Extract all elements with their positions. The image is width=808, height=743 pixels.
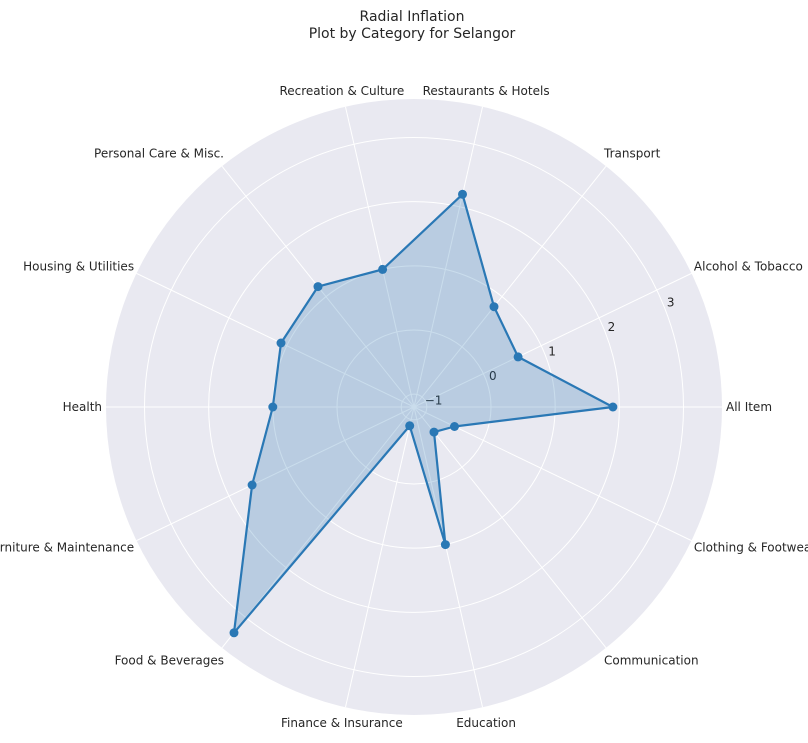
chart-title-line-2: Plot by Category for Selangor <box>309 26 516 42</box>
spoke-line <box>136 406 415 542</box>
spoke-line <box>413 165 607 408</box>
category-label: Communication <box>604 653 699 667</box>
spoke-line <box>413 406 692 542</box>
category-label: Housing & Utilities <box>23 259 134 273</box>
series-area <box>234 194 613 633</box>
category-label: Transport <box>603 147 661 161</box>
category-label: Recreation & Culture <box>279 84 404 98</box>
data-point <box>608 402 618 412</box>
radial-tick-label: −1 <box>425 394 443 408</box>
data-point <box>458 189 467 199</box>
data-point <box>276 338 286 348</box>
data-point <box>378 264 388 274</box>
radial-tick-label: 0 <box>489 369 497 383</box>
plot-area: −1 0 1 2 3 All Item Alcohol & Tobacco Transport… <box>0 84 808 730</box>
spoke-line <box>413 272 692 408</box>
data-point <box>489 302 499 312</box>
data-point <box>247 480 257 490</box>
category-label: All Item <box>726 400 772 414</box>
category-label: Furniture & Maintenance <box>0 541 134 555</box>
category-label: Food & Beverages <box>115 653 224 667</box>
radial-tick-label: 3 <box>667 295 675 309</box>
data-point <box>405 421 415 431</box>
category-label: Personal Care & Misc. <box>94 147 224 161</box>
data-point <box>440 540 450 550</box>
spoke-line <box>413 406 484 708</box>
data-point <box>229 628 239 638</box>
data-point <box>450 422 459 431</box>
category-label: Clothing & Footwear <box>694 541 808 555</box>
chart-title-line-1: Radial Inflation <box>360 9 465 25</box>
spoke-line <box>413 406 607 649</box>
data-point <box>268 402 278 412</box>
spoke-line <box>344 106 415 408</box>
data-point <box>429 427 439 437</box>
radial-tick-label: 1 <box>548 344 556 358</box>
data-point <box>313 282 323 292</box>
spoke-line <box>413 106 484 408</box>
category-label: Finance & Insurance <box>281 716 403 730</box>
category-label: Alcohol & Tobacco <box>694 259 803 273</box>
category-label: Education <box>456 716 516 730</box>
spoke-line <box>344 406 415 708</box>
category-label: Health <box>63 400 102 414</box>
spoke-line <box>136 272 415 408</box>
radial-tick-label: 2 <box>608 320 616 334</box>
data-point <box>513 352 523 362</box>
category-label: Restaurants & Hotels <box>423 84 550 98</box>
